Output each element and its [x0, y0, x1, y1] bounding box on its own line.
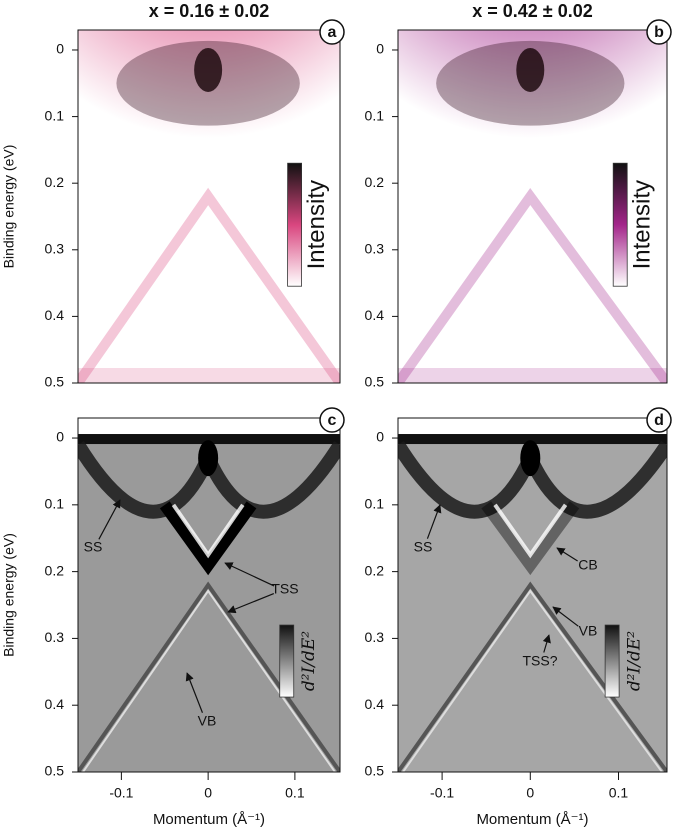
top-strip [398, 418, 667, 435]
annotation: SS [414, 539, 433, 555]
y-tick-label: 0.5 [365, 763, 385, 779]
band [398, 187, 667, 383]
annotation: TSS [271, 581, 298, 597]
y-tick-label: 0 [56, 41, 64, 57]
center-spot [520, 440, 541, 477]
band [78, 187, 340, 383]
annotation-arrow [426, 504, 442, 539]
panel-image [398, 30, 667, 383]
fermi-edge [398, 434, 667, 445]
frame [397, 29, 668, 384]
colorbar-label: Intensity [629, 180, 656, 269]
band-light [82, 589, 336, 772]
intensity-spot [516, 47, 545, 92]
v-band [159, 501, 257, 576]
y-axis-label: Binding energy (eV) [1, 533, 17, 657]
x-axis-label: Momentum (Å⁻¹) [153, 811, 265, 828]
band [398, 581, 667, 772]
annotation-arrow [98, 499, 121, 540]
panel-letter-circle [646, 19, 672, 45]
annotation-arrow [556, 547, 578, 562]
colorbar-label: d²I/dE² [625, 631, 645, 691]
x-tick-label: -0.1 [430, 785, 454, 801]
v-band-edge [171, 503, 245, 559]
y-tick-label: 0.2 [45, 562, 65, 578]
y-tick-label: 0.5 [365, 374, 385, 390]
y-tick-label: 0.5 [45, 763, 65, 779]
intensity-spot [194, 47, 223, 92]
colorbar [612, 162, 628, 287]
frame [397, 417, 668, 773]
y-tick-label: 0.3 [45, 629, 65, 645]
y-tick-label: 0 [376, 429, 384, 445]
panel-letter-circle [646, 407, 672, 433]
annotation: TSS? [522, 653, 557, 669]
x-tick-label: 0 [526, 785, 534, 801]
y-tick-label: 0 [56, 429, 64, 445]
y-tick-label: 0.4 [45, 696, 65, 712]
panel-letter: c [328, 412, 337, 429]
y-tick-label: 0.3 [45, 240, 65, 256]
y-tick-label: 0.4 [45, 307, 65, 323]
top-strip [78, 418, 340, 435]
panel-image [78, 418, 340, 772]
y-tick-label: 0.1 [45, 107, 65, 123]
band-light [402, 589, 663, 772]
colorbar-label: Intensity [303, 180, 330, 269]
v-band [481, 501, 580, 576]
panel-image [398, 418, 667, 772]
y-tick-label: 0.3 [365, 629, 385, 645]
annotation-arrow [552, 606, 579, 627]
y-tick-label: 0.2 [365, 174, 385, 190]
colorbar [287, 162, 303, 287]
panel-title: x = 0.16 ± 0.02 [149, 1, 269, 21]
panel-title: x = 0.42 ± 0.02 [472, 1, 592, 21]
y-axis-label: Binding energy (eV) [1, 145, 17, 269]
edge [398, 368, 667, 383]
intensity-glow [398, 30, 667, 227]
panel-letter-circle [319, 407, 345, 433]
v-band-edge [493, 503, 568, 559]
x-tick-label: 0.1 [285, 785, 305, 801]
x-tick-label: 0.1 [609, 785, 629, 801]
annotation: CB [578, 557, 597, 573]
annotation-arrow [224, 562, 275, 587]
annotation-arrow [185, 672, 204, 713]
y-tick-label: 0.2 [365, 562, 385, 578]
y-tick-label: 0.2 [45, 174, 65, 190]
frame [77, 29, 341, 384]
y-tick-label: 0.1 [365, 107, 385, 123]
annotation: VB [198, 713, 217, 729]
fermi-edge [78, 434, 340, 445]
y-tick-label: 0 [376, 41, 384, 57]
y-tick-label: 0.4 [365, 307, 385, 323]
edge [78, 368, 340, 383]
panel-letter-circle [319, 19, 345, 45]
panel-letter: d [654, 412, 664, 429]
colorbar-label: d²I/dE² [299, 631, 319, 691]
y-tick-label: 0.3 [365, 240, 385, 256]
center-spot [198, 440, 219, 477]
colorbar [604, 624, 620, 698]
y-tick-label: 0.1 [45, 496, 65, 512]
band [78, 581, 340, 772]
annotation: VB [579, 623, 598, 639]
frame [77, 417, 341, 773]
annotation-arrow [227, 593, 275, 614]
annotation: SS [84, 539, 103, 555]
panel-letter: a [328, 24, 337, 41]
panel-letter: b [654, 24, 664, 41]
colorbar [279, 624, 295, 698]
intensity-glow [78, 30, 340, 227]
annotation-arrow [542, 634, 551, 653]
y-tick-label: 0.1 [365, 496, 385, 512]
x-tick-label: -0.1 [109, 785, 133, 801]
x-axis-label: Momentum (Å⁻¹) [476, 811, 588, 828]
y-tick-label: 0.5 [45, 374, 65, 390]
x-tick-label: 0 [204, 785, 212, 801]
y-tick-label: 0.4 [365, 696, 385, 712]
